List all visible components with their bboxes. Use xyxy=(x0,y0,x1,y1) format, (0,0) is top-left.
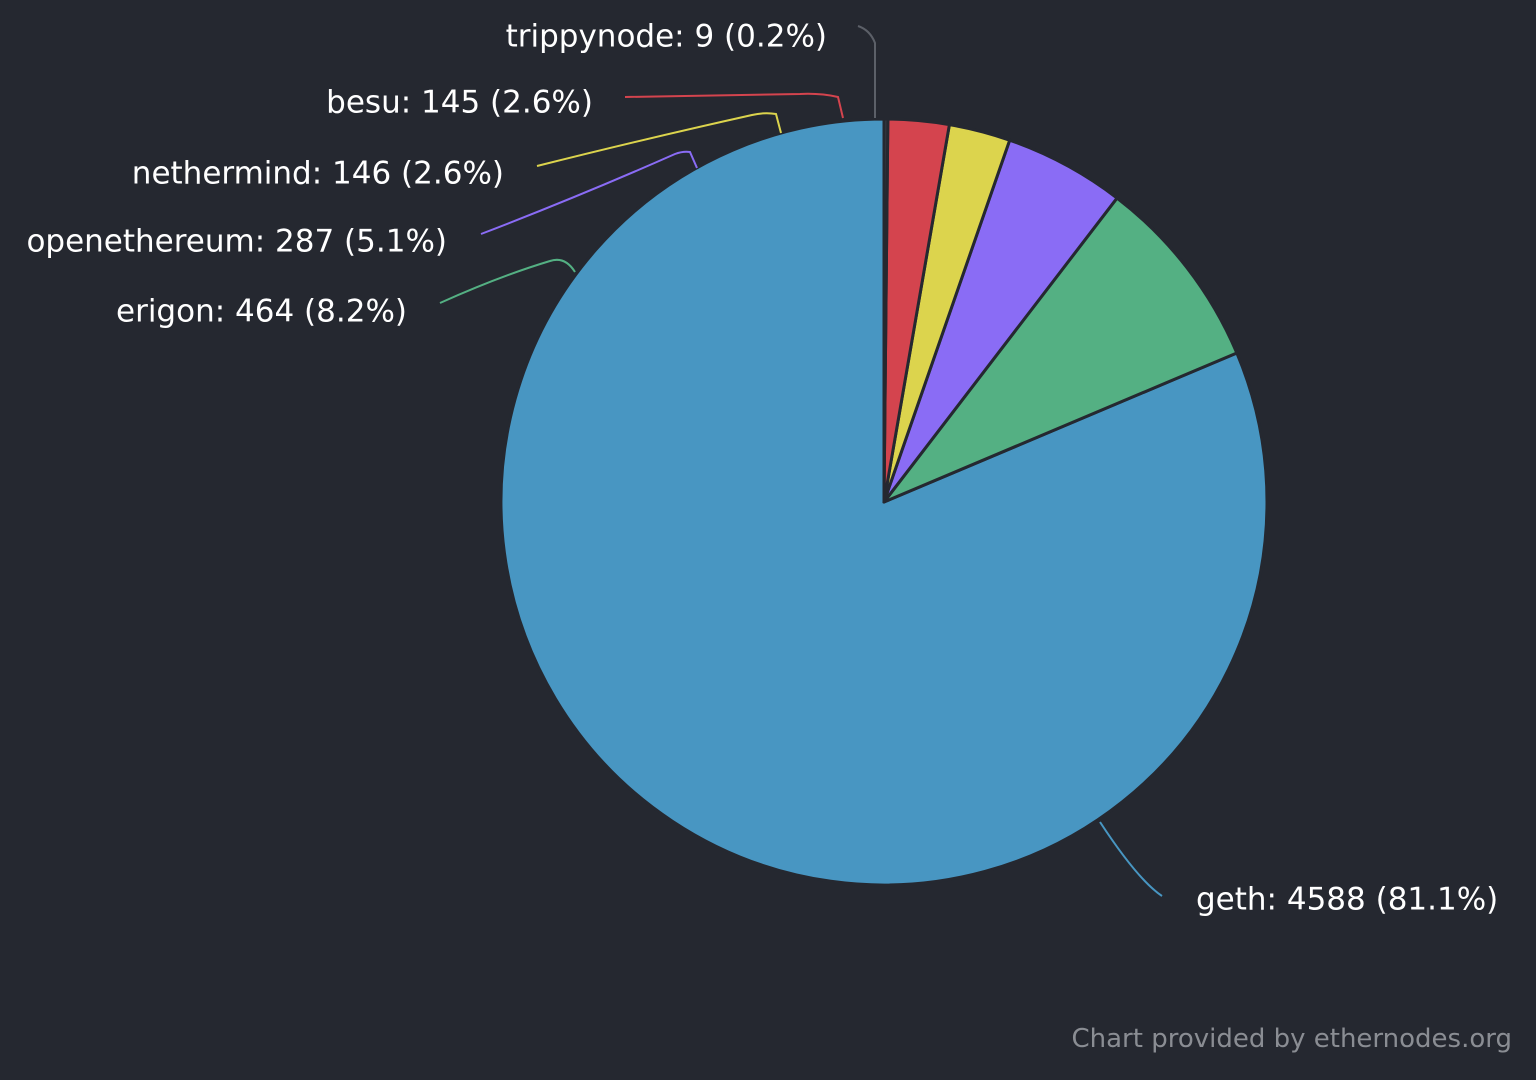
label-connector-openethereum xyxy=(480,150,698,235)
label-connector-erigon xyxy=(439,258,576,304)
slice-label-geth: geth: 4588 (81.1%) xyxy=(1196,882,1498,918)
slice-label-erigon: erigon: 464 (8.2%) xyxy=(116,294,407,330)
slice-label-besu: besu: 145 (2.6%) xyxy=(326,85,593,121)
label-connector-geth xyxy=(1099,821,1163,897)
chart-credit[interactable]: Chart provided by ethernodes.org xyxy=(1071,1024,1512,1054)
slice-label-trippynode: trippynode: 9 (0.2%) xyxy=(506,19,827,55)
label-connector-nethermind xyxy=(536,112,782,167)
label-connector-trippynode xyxy=(857,25,876,118)
pie-slice-erigon[interactable] xyxy=(882,196,1239,504)
label-connector-besu xyxy=(624,92,844,119)
slice-label-openethereum: openethereum: 287 (5.1%) xyxy=(26,224,447,260)
pie-slice-trippynode[interactable] xyxy=(882,117,890,504)
slice-label-nethermind: nethermind: 146 (2.6%) xyxy=(132,156,504,192)
